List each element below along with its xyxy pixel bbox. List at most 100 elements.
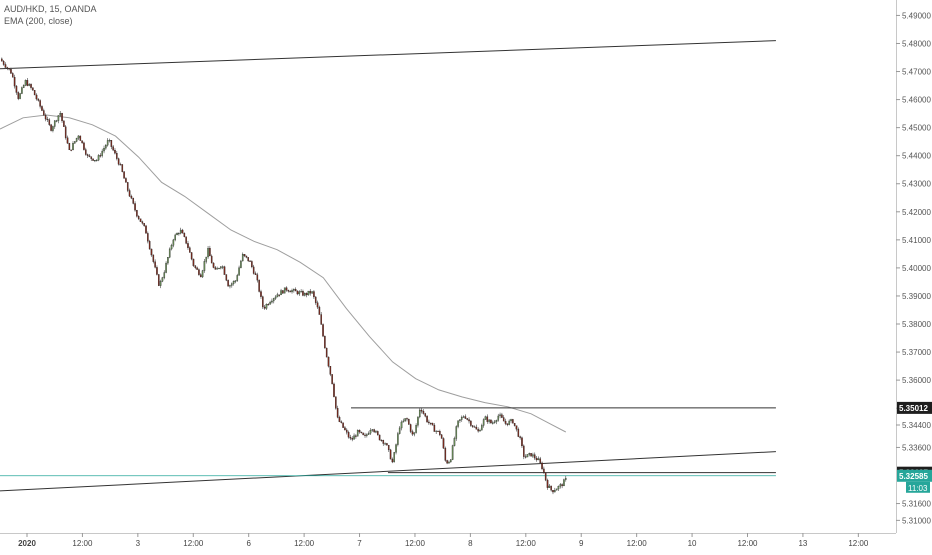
candle-body [77, 135, 80, 139]
candle-body [364, 434, 366, 436]
candle-body [150, 248, 153, 256]
candle-body [468, 419, 470, 422]
candle-body [92, 158, 94, 161]
price-tick-label: 5.31600 [902, 500, 931, 509]
candle-body [329, 366, 332, 375]
candle-body [260, 291, 262, 297]
candle-body [15, 85, 18, 93]
candle-body [422, 411, 425, 414]
last-price: 5.32585 [899, 472, 928, 481]
candle-body [349, 437, 352, 439]
candle-body [371, 429, 374, 431]
candle-body [442, 438, 445, 449]
candle-body [196, 267, 198, 270]
candle-body [68, 143, 71, 151]
candle-body [101, 150, 103, 156]
symbol-title[interactable]: AUD/HKD, 15, OANDA [4, 4, 97, 14]
candle-body [380, 439, 383, 441]
candle-body [75, 137, 78, 142]
candle-body [156, 267, 158, 275]
candle-body [409, 424, 412, 432]
candle-body [375, 431, 377, 433]
candle-body [459, 419, 461, 421]
candle-body [13, 76, 16, 87]
candle-body [79, 135, 82, 141]
candle-body [81, 140, 83, 144]
candle-body [252, 266, 255, 274]
candle-body [8, 68, 10, 70]
candle-body [367, 433, 370, 435]
candle-body [44, 115, 47, 120]
candle-body [114, 149, 116, 154]
candle-body [324, 336, 326, 349]
candle-body [440, 434, 443, 439]
time-tick-label: 12:00 [737, 539, 758, 548]
candle-body [418, 409, 421, 418]
candle-body [21, 87, 23, 94]
candle-body [134, 203, 136, 211]
candle-body [302, 291, 304, 296]
candle-body [437, 430, 439, 432]
candle-body [362, 432, 364, 436]
candle-body [413, 432, 416, 435]
candle-body [116, 153, 118, 159]
candle-body [185, 236, 187, 244]
candle-body [502, 417, 505, 422]
candle-body [249, 260, 251, 262]
candle-body [294, 289, 297, 292]
ema-indicator-label[interactable]: EMA (200, close) [4, 16, 73, 26]
price-tick-label: 5.47000 [902, 68, 931, 77]
candle-body [360, 431, 363, 434]
candle-body [198, 269, 200, 275]
candle-body [554, 490, 556, 493]
candle-body [313, 291, 315, 298]
candle-body [178, 233, 180, 235]
countdown-label: 11:03 [908, 484, 928, 493]
candle-body [22, 85, 25, 88]
candle-body [475, 426, 478, 430]
candle-body [214, 267, 217, 270]
candle-body [342, 422, 344, 428]
candle-body [254, 273, 257, 275]
candle-body [408, 419, 410, 425]
time-tick-label: 12:00 [72, 539, 93, 548]
countdown-tag [906, 481, 930, 493]
candle-body [433, 424, 436, 432]
candle-body [99, 155, 102, 157]
time-tick-label: 12:00 [848, 539, 869, 548]
candle-body [291, 290, 293, 293]
candle-body [125, 178, 127, 183]
candle-body [19, 93, 21, 99]
candle-body [501, 414, 503, 418]
candle-body [528, 453, 531, 455]
candle-body [192, 258, 195, 266]
candle-body [451, 445, 454, 460]
candle-body [316, 302, 319, 308]
candle-body [212, 262, 215, 268]
candle-body [218, 267, 220, 270]
price-tick-label: 5.39000 [902, 292, 931, 301]
candle-body [209, 248, 211, 257]
candle-body [267, 304, 270, 306]
candle-body [112, 146, 114, 151]
candle-body [39, 100, 41, 107]
candle-body [128, 190, 131, 197]
candle-body [148, 241, 151, 250]
candle-body [325, 347, 328, 358]
candle-body [223, 266, 226, 275]
candle-body [26, 80, 29, 86]
candle-body [216, 268, 218, 270]
candle-body [229, 285, 231, 287]
candle-body [300, 291, 302, 293]
candle-body [532, 454, 534, 457]
candle-body [11, 73, 14, 78]
candle-body [262, 296, 264, 308]
candle-body [378, 434, 381, 441]
price-tick-label: 5.41000 [902, 236, 931, 245]
candle-body [338, 417, 341, 422]
candle-body [544, 472, 547, 481]
candle-body [495, 420, 498, 423]
candle-body [533, 454, 536, 459]
